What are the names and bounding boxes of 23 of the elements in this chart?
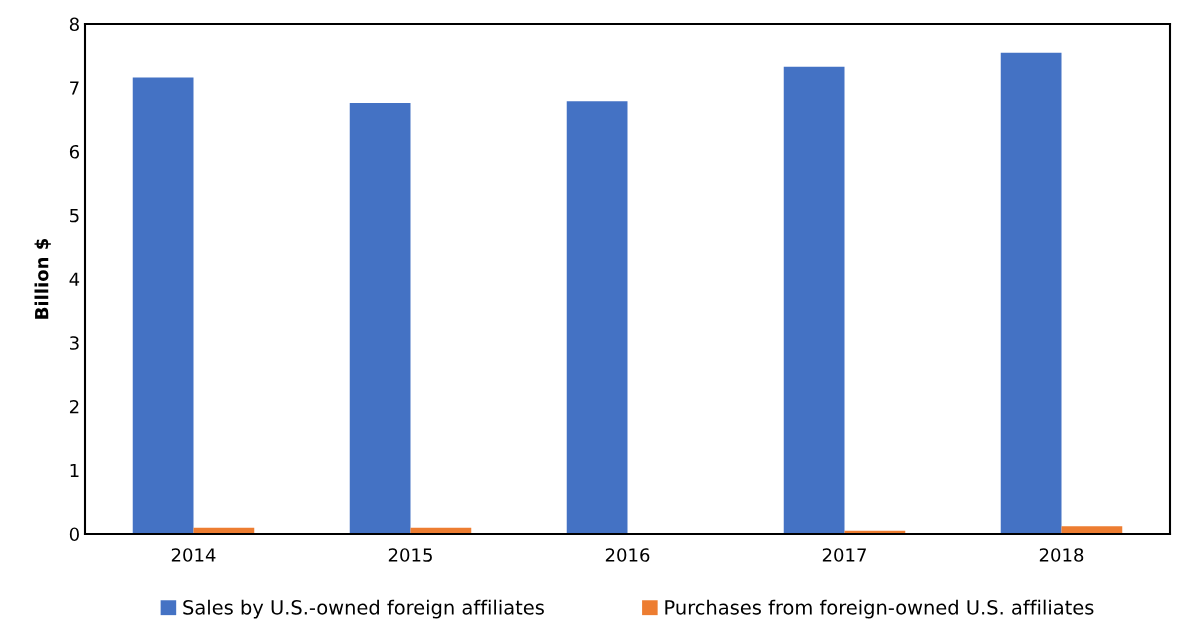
- y-tick-label: 7: [70, 81, 79, 95]
- bar: [1000, 52, 1062, 534]
- bar: [783, 66, 845, 534]
- y-axis-title: Billion $: [34, 238, 51, 319]
- y-tick-label: 1: [70, 463, 79, 478]
- y-tick-label: 2: [69, 399, 79, 414]
- y-tick-label: 8: [69, 17, 79, 32]
- legend-label: Sales by U.S.-owned foreign affiliates: [183, 599, 544, 619]
- bar: [566, 101, 628, 534]
- bar: [349, 103, 411, 534]
- y-tick-label: 3: [70, 336, 79, 350]
- y-tick-label: 6: [69, 144, 79, 159]
- bar: [132, 77, 194, 534]
- legend-label: Purchases from foreign-owned U.S. affiliates: [665, 599, 1094, 619]
- y-tick-label: 4: [69, 272, 80, 286]
- x-tick-label: 2014: [171, 548, 216, 562]
- y-tick-label: 5: [70, 208, 79, 223]
- y-tick-label: 0: [69, 527, 79, 542]
- x-tick-label: 2016: [605, 548, 650, 562]
- x-tick-label: 2015: [388, 548, 432, 562]
- x-tick-label: 2018: [1039, 548, 1084, 562]
- x-tick-label: 2017: [822, 548, 866, 562]
- bar: [1061, 526, 1123, 534]
